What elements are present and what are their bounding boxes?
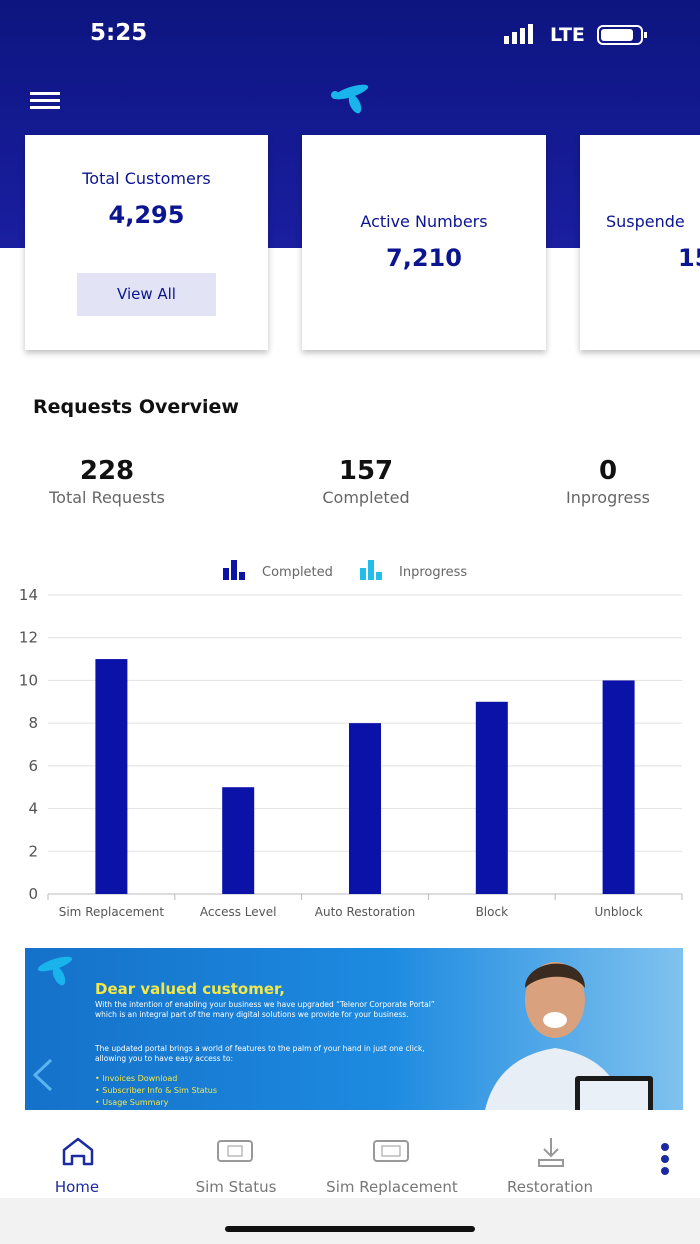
promo-banner[interactable]: Dear valued customer, With the intention… <box>25 948 683 1110</box>
nav-item[interactable]: Sim Status <box>195 1178 277 1196</box>
nav-icon <box>62 1137 94 1166</box>
x-tick-label: Auto Restoration <box>315 905 415 919</box>
x-tick-label: Access Level <box>200 905 277 919</box>
card-value: 15 <box>678 244 700 272</box>
banner-bullets: • Invoices Download • Subscriber Info & … <box>95 1073 217 1109</box>
card-value: 4,295 <box>108 201 185 229</box>
bullet-text: Subscriber Info & Sim Status <box>102 1086 217 1095</box>
stat-label: Total Requests <box>49 488 165 507</box>
y-tick-label: 8 <box>28 714 38 732</box>
status-time: 5:25 <box>90 20 148 46</box>
bullet: • Invoices Download <box>95 1074 178 1083</box>
view-all-button[interactable]: View All <box>77 273 216 316</box>
banner-text: With the intention of enabling your busi… <box>95 1000 435 1019</box>
card-label: Suspende <box>606 212 685 231</box>
status-icons <box>504 24 647 45</box>
y-tick-label: 6 <box>28 757 38 775</box>
banner-prev[interactable] <box>31 1058 55 1092</box>
legend-label: Completed <box>262 565 333 580</box>
nav-item[interactable]: Sim Replacement <box>326 1178 458 1196</box>
nav-item[interactable]: Restoration <box>507 1178 593 1196</box>
bar <box>95 659 128 894</box>
logo <box>331 84 369 114</box>
y-tick-label: 12 <box>19 629 38 647</box>
bullet-text: Invoices Download <box>102 1074 178 1083</box>
y-tick-label: 4 <box>28 800 38 818</box>
card-label: Total Customers <box>82 169 211 188</box>
card-suspended[interactable]: Suspende 15 <box>580 135 700 350</box>
legend-swatch <box>376 572 382 580</box>
nav-icon <box>217 1140 253 1162</box>
stat-label: Completed <box>322 488 410 507</box>
legend-swatch <box>239 572 245 580</box>
stat-value: 157 <box>338 456 394 486</box>
legend-swatch <box>231 560 237 580</box>
card-value: 7,210 <box>386 244 462 272</box>
stat-value: 228 <box>79 456 135 486</box>
x-tick-label: Unblock <box>594 905 642 919</box>
network-label: LTE <box>550 24 585 46</box>
more-button[interactable] <box>655 1140 675 1180</box>
legend-swatch <box>360 568 366 580</box>
bar-chart: 0 2 4 6 8 10 12 14 Completed Inprogress Sim Replac… <box>19 560 683 919</box>
bar <box>602 680 635 894</box>
menu-button[interactable] <box>30 90 62 112</box>
bullet: • Subscriber Info & Sim Status <box>95 1086 217 1095</box>
bar <box>349 723 381 894</box>
home-indicator <box>225 1226 475 1232</box>
bar <box>475 701 508 894</box>
legend-swatch <box>223 568 229 580</box>
bullet-text: Usage Summary <box>102 1098 169 1107</box>
nav-item[interactable]: Home <box>54 1178 100 1196</box>
bullet: • Usage Summary <box>95 1098 169 1107</box>
banner-photo <box>485 962 653 1110</box>
stat-label: Inprogress <box>566 488 650 507</box>
x-tick-label: Sim Replacement <box>59 905 165 919</box>
legend-swatch <box>368 560 374 580</box>
bottom-area <box>0 1198 700 1244</box>
banner-text: The updated portal brings a world of fea… <box>95 1044 425 1063</box>
section-title: Requests Overview <box>33 396 239 418</box>
nav-icon <box>538 1138 564 1167</box>
x-tick-label: Block <box>476 905 509 919</box>
stat-value: 0 <box>598 456 618 486</box>
y-tick-label: 0 <box>28 885 38 903</box>
y-tick-label: 2 <box>28 842 38 860</box>
banner-heading: Dear valued customer, <box>95 980 285 998</box>
y-tick-label: 14 <box>19 586 38 604</box>
card-total-customers[interactable]: Total Customers 4,295 View All <box>25 135 268 350</box>
legend-icon <box>360 560 382 580</box>
legend-icon <box>223 560 245 580</box>
legend-label: Inprogress <box>399 565 467 580</box>
bottom-nav: Home Sim Status Sim Replacement Restorat… <box>0 1120 630 1198</box>
banner-logo <box>37 956 73 986</box>
card-active-numbers[interactable]: Active Numbers 7,210 <box>302 135 546 350</box>
y-tick-label: 10 <box>19 671 38 689</box>
nav-icon <box>373 1140 409 1162</box>
bar <box>222 787 255 894</box>
card-label: Active Numbers <box>360 212 488 231</box>
